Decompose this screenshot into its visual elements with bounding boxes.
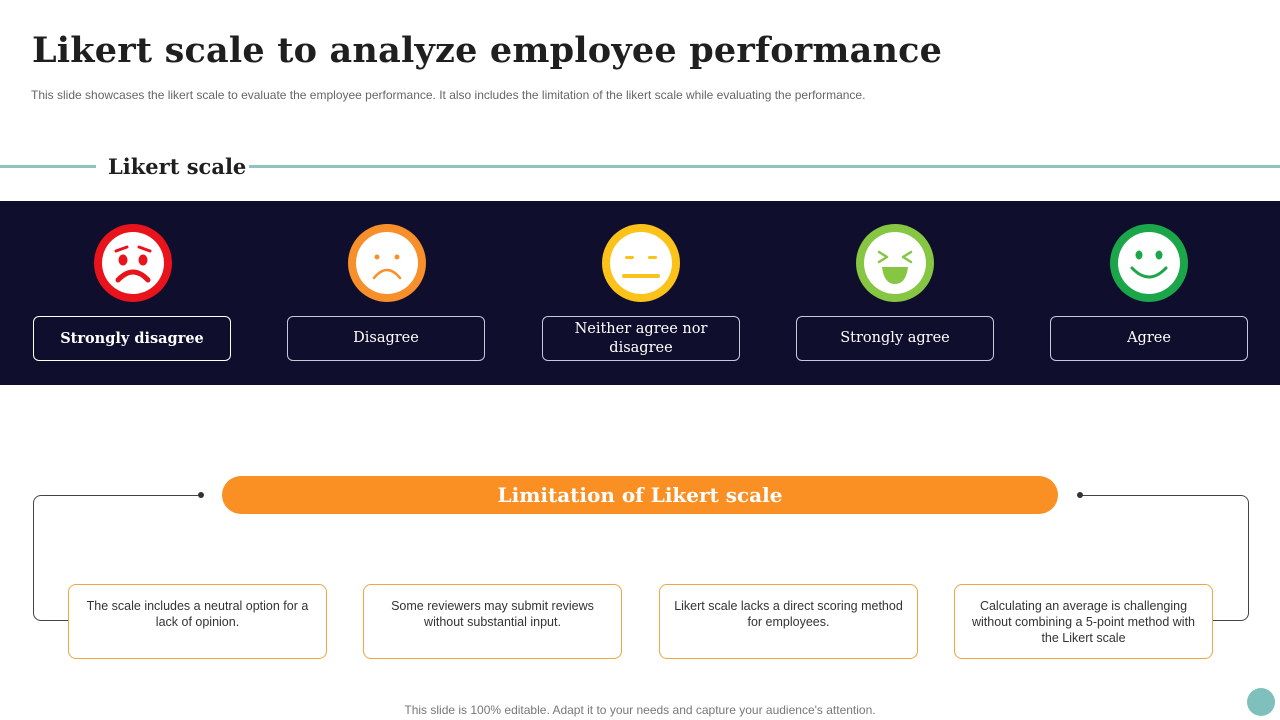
smiling-face-icon xyxy=(1110,224,1188,302)
scale-option-strongly-disagree: Strongly disagree xyxy=(33,316,231,361)
limitation-banner: Limitation of Likert scale xyxy=(222,476,1058,514)
limitation-box: The scale includes a neutral option for … xyxy=(68,584,327,659)
corner-decoration xyxy=(1247,688,1275,716)
limitation-box: Calculating an average is challenging wi… xyxy=(954,584,1213,659)
page-title: Likert scale to analyze employee perform… xyxy=(32,30,943,71)
section-divider-right xyxy=(249,165,1280,168)
limitation-box: Some reviewers may submit reviews withou… xyxy=(363,584,622,659)
connector-dot-left xyxy=(198,492,204,498)
laughing-face-icon xyxy=(856,224,934,302)
section-title: Likert scale xyxy=(108,154,247,179)
scale-option-strongly-agree: Strongly agree xyxy=(796,316,994,361)
very-sad-face-icon xyxy=(94,224,172,302)
connector-dot-right xyxy=(1077,492,1083,498)
sad-face-icon xyxy=(348,224,426,302)
scale-option-neutral: Neither agree nor disagree xyxy=(542,316,740,361)
limitation-box: Likert scale lacks a direct scoring meth… xyxy=(659,584,918,659)
footer-note: This slide is 100% editable. Adapt it to… xyxy=(404,703,876,717)
scale-option-disagree: Disagree xyxy=(287,316,485,361)
neutral-face-icon xyxy=(602,224,680,302)
page-subtitle: This slide showcases the likert scale to… xyxy=(31,88,866,102)
section-divider-left xyxy=(0,165,96,168)
scale-option-agree: Agree xyxy=(1050,316,1248,361)
